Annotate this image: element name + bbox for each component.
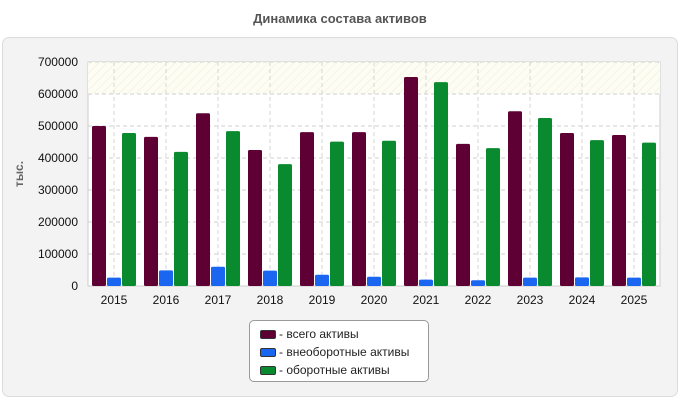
legend-label-total: - всего активы [279,327,359,341]
x-tick-label: 2023 [517,293,544,307]
x-tick-label: 2017 [205,293,232,307]
legend-item-noncurrent: - внеоборотные активы [260,343,428,361]
x-tick-label: 2021 [413,293,440,307]
bar [404,77,418,286]
bar [575,277,589,286]
y-tick-label: 100000 [38,247,78,261]
y-axis-label: тыс. [12,161,26,187]
chart-title: Динамика состава активов [253,11,427,26]
bar [315,274,329,286]
bar [352,132,366,286]
bar [144,136,158,286]
bar [456,143,470,286]
x-tick-label: 2018 [257,293,284,307]
bar [538,118,552,286]
bar [248,150,262,286]
legend-swatch-noncurrent [260,347,276,357]
x-tick-label: 2015 [101,293,128,307]
x-tick-label: 2022 [465,293,492,307]
x-tick-label: 2025 [621,293,648,307]
bar [300,132,314,286]
y-tick-label: 200000 [38,215,78,229]
bar [196,113,210,286]
chart-legend: - всего активы - внеоборотные активы - о… [249,320,429,382]
bar [523,277,537,286]
bar [508,111,522,286]
bar [434,82,448,286]
bar [211,266,225,286]
ticks-layer: 0 100000 200000 300000 400000 500000 600000 700… [38,55,648,307]
legend-swatch-total [260,329,276,339]
legend-label-current: - оборотные активы [279,363,390,377]
bar [122,133,136,286]
bar [367,276,381,286]
legend-label-noncurrent: - внеоборотные активы [279,345,410,359]
y-tick-label: 300000 [38,183,78,197]
bar [590,140,604,286]
y-tick-label: 500000 [38,119,78,133]
bar [642,142,656,286]
x-tick-label: 2019 [309,293,336,307]
x-tick-label: 2020 [361,293,388,307]
bar [278,164,292,286]
legend-item-total: - всего активы [260,325,428,343]
bar [612,134,626,286]
bar [174,151,188,286]
legend-swatch-current [260,365,276,375]
bar [627,277,641,286]
bar [107,277,121,286]
x-tick-label: 2016 [153,293,180,307]
x-tick-label: 2024 [569,293,596,307]
y-tick-label: 0 [71,279,78,293]
y-tick-label: 600000 [38,87,78,101]
y-tick-label: 400000 [38,151,78,165]
bar [560,133,574,286]
bar [330,141,344,286]
bar [471,280,485,286]
bar [92,126,106,286]
bar [419,279,433,286]
bars-layer [92,77,656,286]
bar [382,140,396,286]
bar [263,270,277,286]
bar [159,270,173,286]
bar [226,131,240,286]
y-tick-label: 700000 [38,55,78,69]
legend-item-current: - оборотные активы [260,361,428,379]
bar [486,148,500,286]
